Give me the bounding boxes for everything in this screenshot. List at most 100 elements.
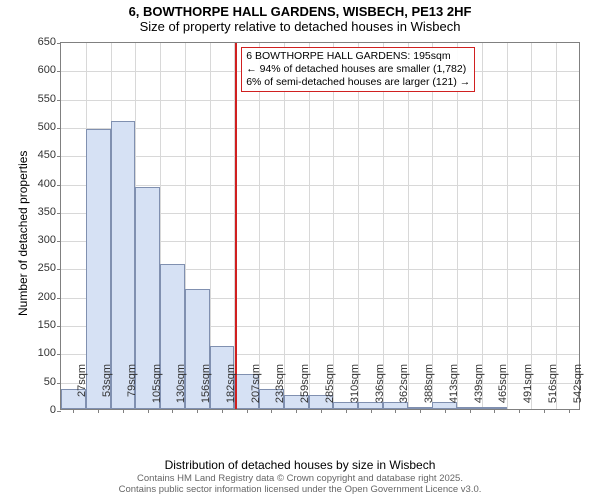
y-tick-label: 100 — [16, 347, 56, 359]
x-tick-mark — [470, 409, 471, 413]
y-tick-mark — [57, 241, 61, 242]
y-tick-mark — [57, 43, 61, 44]
gridline-h — [61, 128, 579, 129]
y-tick-label: 550 — [16, 93, 56, 105]
x-tick-mark — [371, 409, 372, 413]
x-tick-mark — [569, 409, 570, 413]
gridline-v — [531, 43, 532, 409]
chart-footer: Contains HM Land Registry data © Crown c… — [0, 474, 600, 496]
y-tick-mark — [57, 185, 61, 186]
x-tick-label: 79sqm — [126, 364, 138, 414]
y-tick-mark — [57, 383, 61, 384]
x-tick-label: 156sqm — [200, 364, 212, 414]
y-tick-label: 650 — [16, 36, 56, 48]
x-tick-mark — [123, 409, 124, 413]
x-tick-label: 105sqm — [151, 364, 163, 414]
y-tick-label: 600 — [16, 64, 56, 76]
y-tick-label: 200 — [16, 291, 56, 303]
gridline-v — [507, 43, 508, 409]
chart-subtitle: Size of property relative to detached ho… — [0, 19, 600, 34]
gridline-v — [482, 43, 483, 409]
x-tick-label: 259sqm — [299, 364, 311, 414]
x-tick-label: 516sqm — [547, 364, 559, 414]
x-tick-mark — [296, 409, 297, 413]
gridline-v — [432, 43, 433, 409]
gridline-v — [358, 43, 359, 409]
gridline-v — [457, 43, 458, 409]
x-tick-mark — [98, 409, 99, 413]
y-tick-label: 50 — [16, 376, 56, 388]
x-tick-mark — [395, 409, 396, 413]
y-tick-label: 500 — [16, 121, 56, 133]
x-tick-label: 182sqm — [225, 364, 237, 414]
y-tick-mark — [57, 298, 61, 299]
y-tick-mark — [57, 156, 61, 157]
annotation-line: ← 94% of detached houses are smaller (1,… — [246, 63, 470, 76]
x-tick-label: 439sqm — [473, 364, 485, 414]
x-tick-label: 207sqm — [250, 364, 262, 414]
x-tick-label: 362sqm — [398, 364, 410, 414]
x-tick-mark — [172, 409, 173, 413]
gridline-v — [383, 43, 384, 409]
gridline-v — [556, 43, 557, 409]
x-tick-mark — [544, 409, 545, 413]
x-tick-mark — [247, 409, 248, 413]
gridline-h — [61, 156, 579, 157]
chart-container: 6, BOWTHORPE HALL GARDENS, WISBECH, PE13… — [0, 0, 600, 500]
x-tick-mark — [271, 409, 272, 413]
annotation-line: 6 BOWTHORPE HALL GARDENS: 195sqm — [246, 50, 470, 63]
x-tick-mark — [148, 409, 149, 413]
y-tick-mark — [57, 100, 61, 101]
y-tick-label: 300 — [16, 234, 56, 246]
y-tick-label: 400 — [16, 178, 56, 190]
x-tick-mark — [445, 409, 446, 413]
x-tick-label: 27sqm — [76, 364, 88, 414]
chart-title-address: 6, BOWTHORPE HALL GARDENS, WISBECH, PE13… — [0, 4, 600, 19]
x-tick-label: 491sqm — [522, 364, 534, 414]
y-tick-mark — [57, 213, 61, 214]
x-tick-label: 233sqm — [274, 364, 286, 414]
gridline-v — [284, 43, 285, 409]
x-tick-label: 53sqm — [101, 364, 113, 414]
chart-title-block: 6, BOWTHORPE HALL GARDENS, WISBECH, PE13… — [0, 4, 600, 34]
x-tick-label: 285sqm — [324, 364, 336, 414]
gridline-h — [61, 185, 579, 186]
x-tick-mark — [420, 409, 421, 413]
y-tick-label: 0 — [16, 404, 56, 416]
x-tick-label: 542sqm — [572, 364, 584, 414]
x-tick-label: 310sqm — [349, 364, 361, 414]
plot-area: 6 BOWTHORPE HALL GARDENS: 195sqm← 94% of… — [60, 42, 580, 410]
y-tick-mark — [57, 411, 61, 412]
gridline-h — [61, 100, 579, 101]
reference-line — [235, 43, 237, 409]
x-tick-mark — [519, 409, 520, 413]
x-tick-mark — [494, 409, 495, 413]
y-tick-mark — [57, 354, 61, 355]
x-tick-mark — [346, 409, 347, 413]
x-tick-label: 465sqm — [497, 364, 509, 414]
y-tick-mark — [57, 326, 61, 327]
x-tick-mark — [321, 409, 322, 413]
x-tick-mark — [222, 409, 223, 413]
x-tick-label: 336sqm — [374, 364, 386, 414]
y-tick-label: 150 — [16, 319, 56, 331]
annotation-line: 6% of semi-detached houses are larger (1… — [246, 76, 470, 89]
x-tick-mark — [197, 409, 198, 413]
gridline-v — [259, 43, 260, 409]
y-tick-label: 250 — [16, 262, 56, 274]
gridline-v — [333, 43, 334, 409]
gridline-v — [408, 43, 409, 409]
y-tick-mark — [57, 128, 61, 129]
y-tick-label: 350 — [16, 206, 56, 218]
y-tick-mark — [57, 71, 61, 72]
x-tick-label: 130sqm — [175, 364, 187, 414]
annotation-box: 6 BOWTHORPE HALL GARDENS: 195sqm← 94% of… — [241, 47, 475, 92]
x-tick-label: 388sqm — [423, 364, 435, 414]
x-tick-label: 413sqm — [448, 364, 460, 414]
y-tick-label: 450 — [16, 149, 56, 161]
footer-line-2: Contains public sector information licen… — [0, 485, 600, 496]
gridline-v — [309, 43, 310, 409]
x-axis-title: Distribution of detached houses by size … — [0, 458, 600, 472]
x-tick-mark — [73, 409, 74, 413]
y-tick-mark — [57, 269, 61, 270]
